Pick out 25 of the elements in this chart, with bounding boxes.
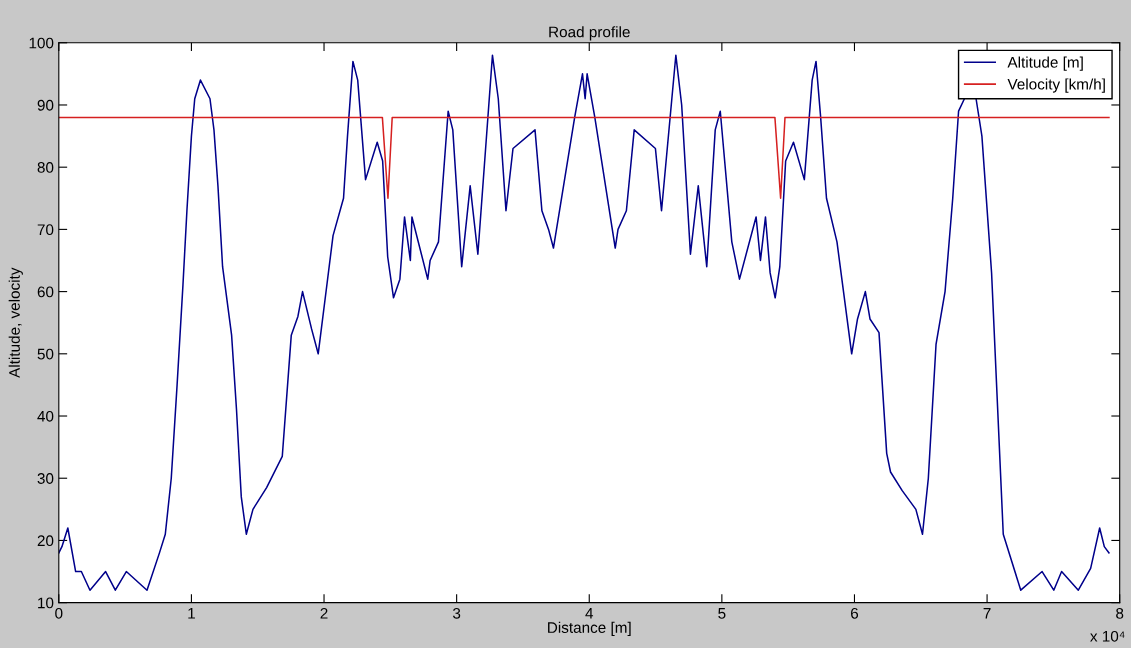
chart-title: Road profile: [549, 26, 630, 41]
x-tick-label: 2: [320, 607, 328, 619]
y-tick-label: 80: [37, 162, 54, 173]
x-tick-label: 0: [55, 607, 63, 619]
x-axis-title: Distance [m]: [548, 621, 631, 636]
y-tick-label: 30: [37, 473, 54, 484]
y-tick-label: 50: [37, 348, 54, 360]
y-tick-label: 60: [37, 286, 54, 298]
x-tick-label: 7: [983, 608, 991, 619]
y-tick-label: 70: [37, 224, 54, 236]
y-tick-label: 10: [38, 597, 54, 609]
x-tick-label: 5: [718, 608, 726, 619]
text: x 10⁴: [1090, 630, 1125, 642]
y-tick-label: 40: [37, 410, 54, 422]
y-axis-title: Altitude, velocity: [8, 267, 23, 378]
x-tick-label: 1: [188, 608, 195, 619]
y-tick-label: 90: [37, 99, 54, 111]
y-tick-label: 100: [29, 37, 54, 49]
y-tick-label: 20: [37, 535, 54, 547]
legend-label: Altitude [m]: [1007, 56, 1083, 71]
x-tick-label: 6: [851, 607, 859, 619]
legend-label: Velocity [km/h]: [1007, 78, 1105, 93]
x-tick-label: 3: [452, 607, 461, 619]
x-tick-label: 4: [585, 608, 594, 619]
x-tick-label: 8: [1116, 607, 1124, 619]
